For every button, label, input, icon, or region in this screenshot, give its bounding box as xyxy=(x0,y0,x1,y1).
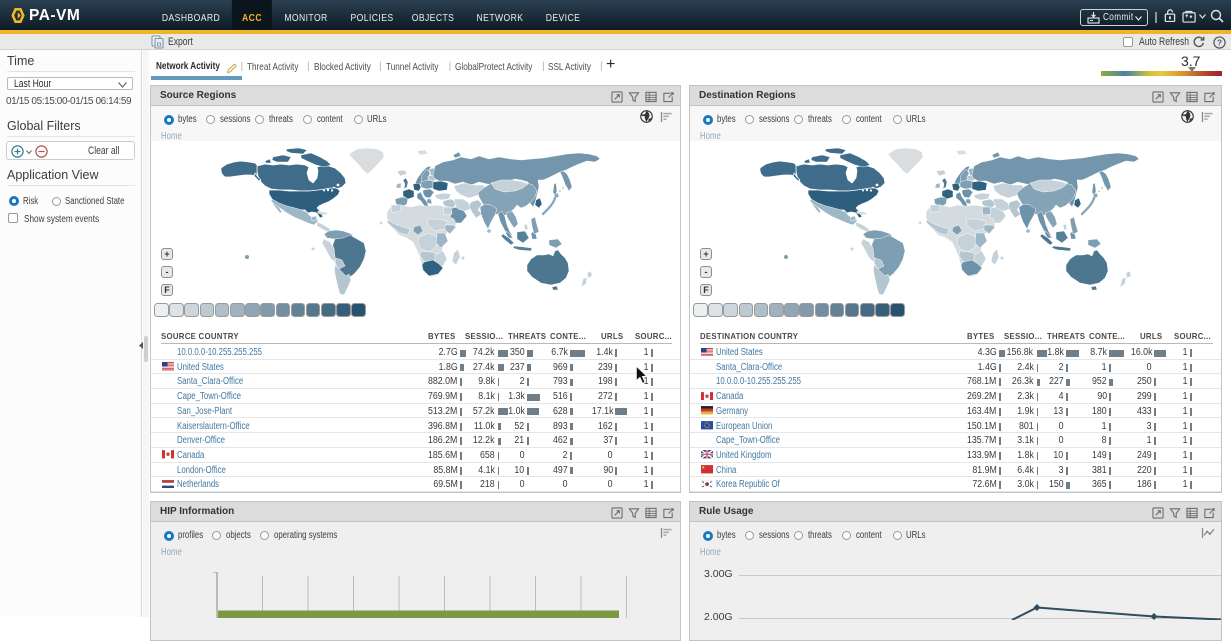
svg-text:?: ? xyxy=(1217,37,1222,47)
